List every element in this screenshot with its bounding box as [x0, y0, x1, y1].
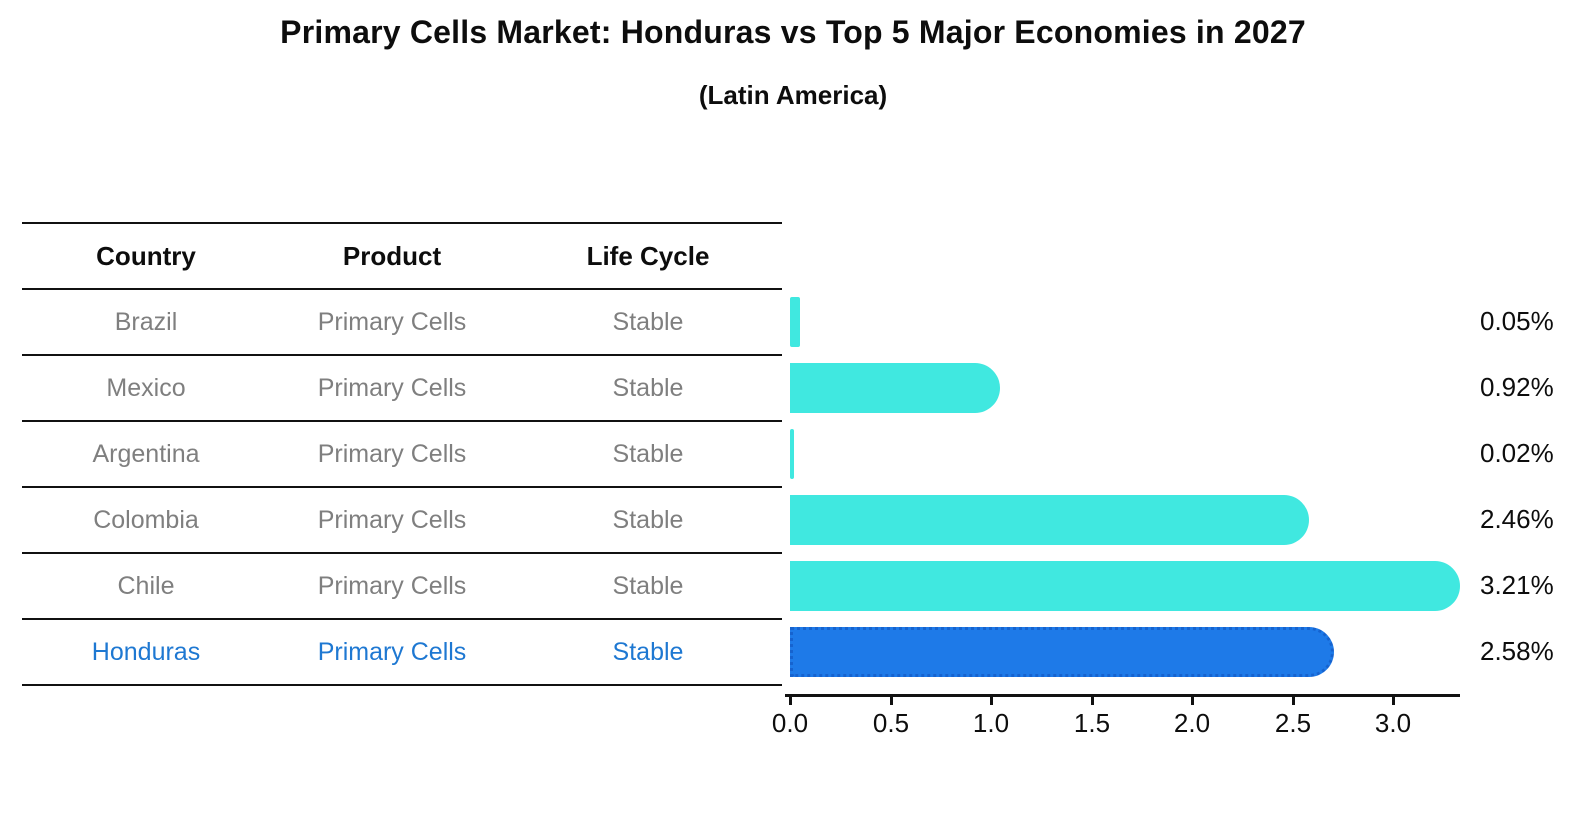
product-cell: Primary Cells	[317, 439, 467, 468]
product-cell: Primary Cells	[317, 505, 467, 534]
table-row-argentina: Argentina Primary Cells Stable	[22, 422, 782, 488]
x-axis-tick-label: 2.0	[1173, 708, 1211, 738]
lifecycle-cell: Stable	[612, 307, 684, 336]
product-cell: Primary Cells	[317, 373, 467, 402]
bar-honduras-highlighted	[790, 627, 1334, 677]
country-cell: Mexico	[106, 373, 186, 402]
value-label: 3.21%	[1480, 570, 1554, 600]
x-axis-tick-label: 0.0	[771, 708, 809, 738]
page-title: Primary Cells Market: Honduras vs Top 5 …	[280, 14, 1306, 50]
x-axis-tick-label: 2.5	[1274, 708, 1312, 738]
x-axis-tickmark	[1292, 694, 1295, 705]
x-axis-tickmark	[890, 694, 893, 705]
country-cell: Argentina	[92, 439, 200, 468]
bar-argentina	[790, 429, 794, 479]
lifecycle-cell: Stable	[612, 571, 684, 600]
country-cell: Chile	[117, 571, 175, 600]
x-axis-line	[785, 694, 1460, 697]
x-axis-tickmark	[1091, 694, 1094, 705]
x-axis-tick-label: 1.5	[1073, 708, 1111, 738]
value-label: 2.58%	[1480, 636, 1554, 666]
country-cell: Colombia	[93, 505, 199, 534]
lifecycle-cell: Stable	[612, 637, 684, 666]
table-row-chile: Chile Primary Cells Stable	[22, 554, 782, 620]
x-axis-tick-label: 0.5	[872, 708, 910, 738]
value-label: 2.46%	[1480, 504, 1554, 534]
table-row-colombia: Colombia Primary Cells Stable	[22, 488, 782, 554]
page-subtitle: (Latin America)	[698, 80, 888, 110]
table-row-honduras: Honduras Primary Cells Stable	[22, 620, 782, 686]
x-axis-tickmark	[1392, 694, 1395, 705]
column-header-lifecycle: Life Cycle	[586, 240, 710, 271]
x-axis-tick-label: 1.0	[972, 708, 1010, 738]
value-label: 0.92%	[1480, 372, 1554, 402]
product-cell: Primary Cells	[317, 637, 467, 666]
x-axis-tick-label: 3.0	[1374, 708, 1412, 738]
x-axis-tickmark	[990, 694, 993, 705]
bar-colombia	[790, 495, 1309, 545]
table-row-brazil: Brazil Primary Cells Stable	[22, 290, 782, 356]
country-cell: Honduras	[91, 637, 201, 666]
bar-chile	[790, 561, 1460, 611]
table-row-mexico: Mexico Primary Cells Stable	[22, 356, 782, 422]
table-header-row: Country Product Life Cycle	[22, 224, 782, 290]
product-cell: Primary Cells	[317, 571, 467, 600]
country-cell: Brazil	[114, 307, 178, 336]
product-cell: Primary Cells	[317, 307, 467, 336]
x-axis-tickmark	[1191, 694, 1194, 705]
bar-brazil	[790, 297, 800, 347]
value-label: 0.02%	[1480, 438, 1554, 468]
lifecycle-cell: Stable	[612, 439, 684, 468]
x-axis-tickmark	[789, 694, 792, 705]
lifecycle-cell: Stable	[612, 373, 684, 402]
bar-mexico	[790, 363, 1000, 413]
column-header-country: Country	[96, 240, 196, 271]
column-header-product: Product	[342, 240, 442, 271]
value-label: 0.05%	[1480, 306, 1554, 336]
lifecycle-cell: Stable	[612, 505, 684, 534]
country-table: Country Product Life Cycle Brazil Primar…	[22, 222, 782, 686]
